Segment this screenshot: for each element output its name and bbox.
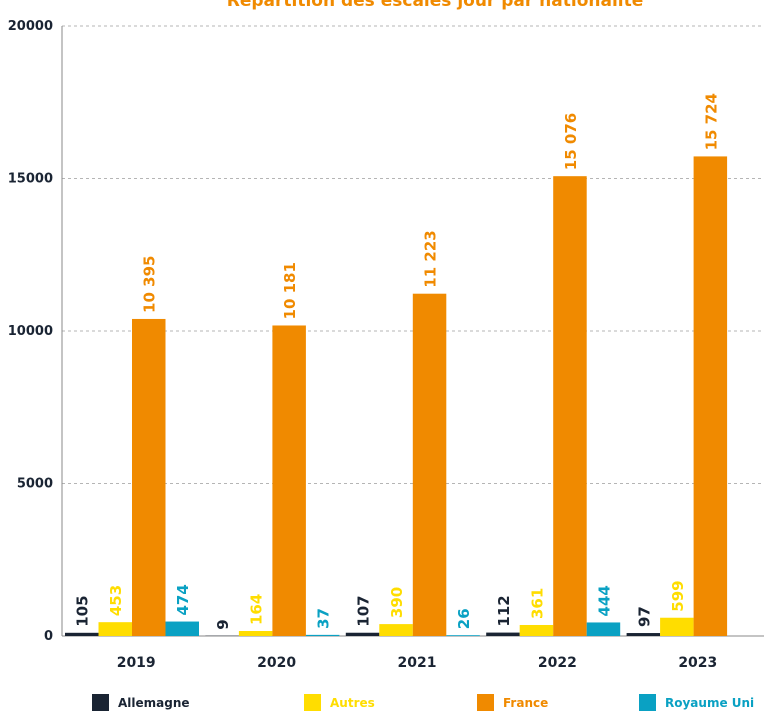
x-tick-label-2021: 2021 xyxy=(398,655,437,671)
legend-swatch-france xyxy=(477,694,494,711)
data-label-autres-2023: 599 xyxy=(669,580,687,611)
data-label-royaume-uni-2019: 474 xyxy=(174,584,192,615)
data-label-france-2022: 15 076 xyxy=(562,113,580,170)
x-tick-label-2020: 2020 xyxy=(257,655,296,671)
legend-swatch-royaume-uni xyxy=(639,694,656,711)
data-label-autres-2022: 361 xyxy=(528,588,546,619)
bar-france-2023 xyxy=(693,156,728,636)
y-tick-label-15000: 15000 xyxy=(8,172,53,187)
bar-royaume-uni-2022 xyxy=(586,622,621,636)
bars-layer xyxy=(65,156,728,636)
bar-autres-2022 xyxy=(519,624,554,636)
data-label-autres-2020: 164 xyxy=(248,594,266,625)
data-label-france-2020: 10 181 xyxy=(281,262,299,319)
bar-autres-2019 xyxy=(98,622,132,636)
y-tick-label-5000: 5000 xyxy=(17,477,53,492)
legend-label-france: France xyxy=(503,696,548,710)
legend-label-autres: Autres xyxy=(330,696,375,710)
bar-france-2020 xyxy=(272,325,306,636)
data-label-allemagne-2022: 112 xyxy=(495,595,513,626)
x-axis-tick-labels: 2019 2020 2021 2022 2023 xyxy=(117,655,718,671)
bar-autres-2020 xyxy=(238,630,273,636)
bar-autres-2023 xyxy=(660,617,694,636)
y-tick-label-10000: 10000 xyxy=(8,324,53,339)
legend-label-royaume-uni: Royaume Uni xyxy=(665,696,754,710)
data-label-allemagne-2021: 107 xyxy=(355,595,373,626)
legend-swatch-allemagne xyxy=(92,694,109,711)
bar-royaume-uni-2019 xyxy=(165,621,199,636)
bar-royaume-uni-2021 xyxy=(446,635,480,636)
data-label-royaume-uni-2021: 26 xyxy=(455,608,473,629)
data-label-allemagne-2020: 9 xyxy=(214,619,232,629)
y-tick-label-20000: 20000 xyxy=(8,19,53,34)
y-tick-label-0: 0 xyxy=(44,629,53,644)
data-label-allemagne-2023: 97 xyxy=(635,606,653,627)
data-labels-layer: 105 453 10 395 474 9 164 10 181 37 107 390 11 223 2… xyxy=(74,93,721,630)
data-label-autres-2021: 390 xyxy=(388,587,406,618)
legend: Allemagne Autres France Royaume Uni xyxy=(92,694,754,711)
bar-allemagne-2021 xyxy=(345,632,380,636)
bar-allemagne-2019 xyxy=(65,632,99,636)
data-label-royaume-uni-2020: 37 xyxy=(315,608,333,629)
x-tick-label-2023: 2023 xyxy=(678,655,717,671)
data-label-autres-2019: 453 xyxy=(107,585,125,616)
x-tick-label-2022: 2022 xyxy=(538,655,577,671)
data-label-france-2021: 11 223 xyxy=(422,230,440,287)
bar-france-2021 xyxy=(412,293,447,636)
bar-royaume-uni-2020 xyxy=(305,634,340,636)
data-label-royaume-uni-2022: 444 xyxy=(595,585,613,616)
data-label-france-2019: 10 395 xyxy=(141,256,159,313)
bar-france-2019 xyxy=(132,318,166,636)
bar-autres-2021 xyxy=(379,624,413,636)
legend-swatch-autres xyxy=(304,694,321,711)
data-label-france-2023: 15 724 xyxy=(702,93,720,150)
bar-france-2022 xyxy=(553,176,587,636)
bar-allemagne-2022 xyxy=(486,632,520,636)
chart-title: Répartition des escales jour par nationa… xyxy=(227,0,644,11)
data-label-allemagne-2019: 105 xyxy=(74,595,92,626)
x-tick-label-2019: 2019 xyxy=(117,655,156,671)
bar-allemagne-2023 xyxy=(626,633,661,636)
legend-label-allemagne: Allemagne xyxy=(118,696,190,710)
